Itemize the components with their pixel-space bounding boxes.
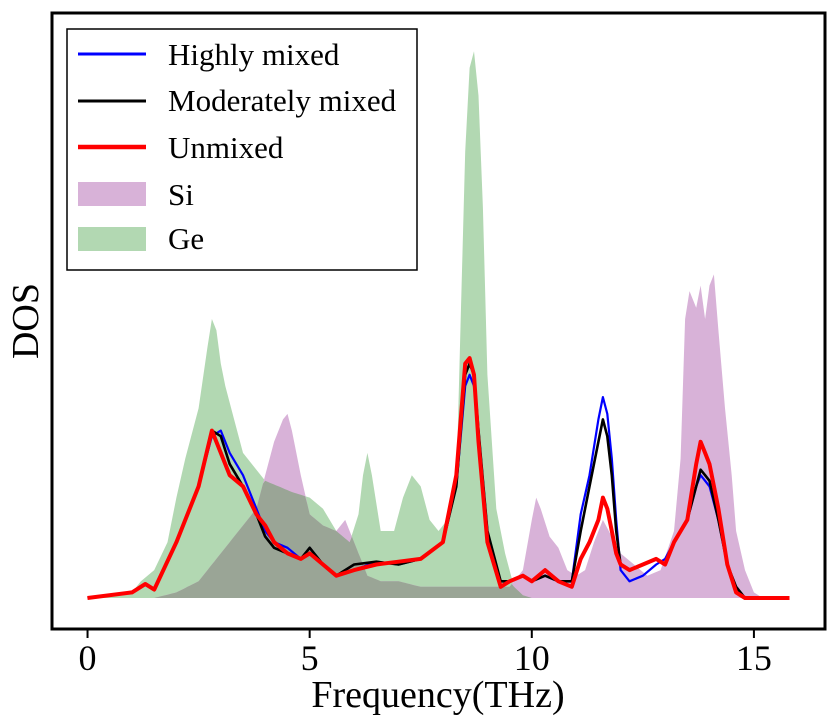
legend-label-si: Si: [168, 177, 194, 212]
x-tick-label-5: 5: [301, 638, 319, 678]
plot-frame: [50, 11, 827, 631]
legend-label-highly-mixed: Highly mixed: [168, 37, 340, 72]
legend-label-ge: Ge: [168, 221, 204, 256]
x-axis: 0 5 10 15: [79, 629, 772, 678]
x-axis-title: Frequency(THz): [311, 674, 564, 716]
y-axis-title: DOS: [5, 283, 47, 359]
plot-area: [87, 51, 790, 600]
legend-swatch-ge: [78, 227, 146, 251]
x-tick-label-10: 10: [514, 638, 550, 678]
legend-swatch-si: [78, 182, 146, 206]
x-tick-label-0: 0: [79, 638, 97, 678]
series-line-unmixed: [87, 356, 790, 600]
ge-dos-area: [87, 51, 532, 598]
legend: Highly mixed Moderately mixed Unmixed Si…: [66, 28, 418, 271]
legend-label-moderately-mixed: Moderately mixed: [168, 83, 397, 118]
x-tick-label-15: 15: [736, 638, 772, 678]
legend-label-unmixed: Unmixed: [168, 130, 284, 165]
